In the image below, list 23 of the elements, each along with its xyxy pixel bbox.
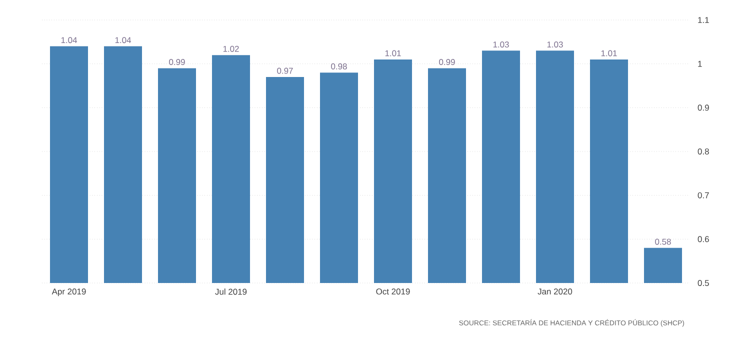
data-label: 1.03 — [493, 42, 509, 48]
y-tick-label: 1 — [698, 60, 702, 67]
data-label: 1.04 — [115, 37, 131, 44]
y-tick-label: 1.1 — [698, 17, 709, 23]
data-label: 1.03 — [547, 42, 563, 48]
data-label: 0.98 — [331, 63, 347, 70]
data-label: 1.04 — [61, 37, 77, 44]
data-label: 0.99 — [169, 59, 185, 66]
data-label: 1.01 — [601, 50, 617, 56]
y-tick-label: 0.7 — [698, 192, 709, 198]
x-tick-label: Jul 2019 — [215, 288, 247, 295]
x-tick-label: Apr 2019 — [52, 288, 86, 296]
data-label: 0.99 — [439, 59, 455, 66]
y-tick-label: 0.9 — [698, 104, 709, 111]
data-label: 0.97 — [277, 68, 293, 74]
x-tick-label: Oct 2019 — [376, 288, 410, 294]
data-label: 1.01 — [385, 50, 401, 56]
x-tick-label: Jan 2020 — [538, 288, 572, 294]
data-label: 1.02 — [223, 46, 239, 52]
y-tick-label: 0.5 — [698, 280, 709, 286]
data-label: 0.58 — [655, 238, 671, 245]
y-tick-label: 0.6 — [698, 236, 709, 242]
y-tick-label: 0.8 — [698, 148, 709, 154]
